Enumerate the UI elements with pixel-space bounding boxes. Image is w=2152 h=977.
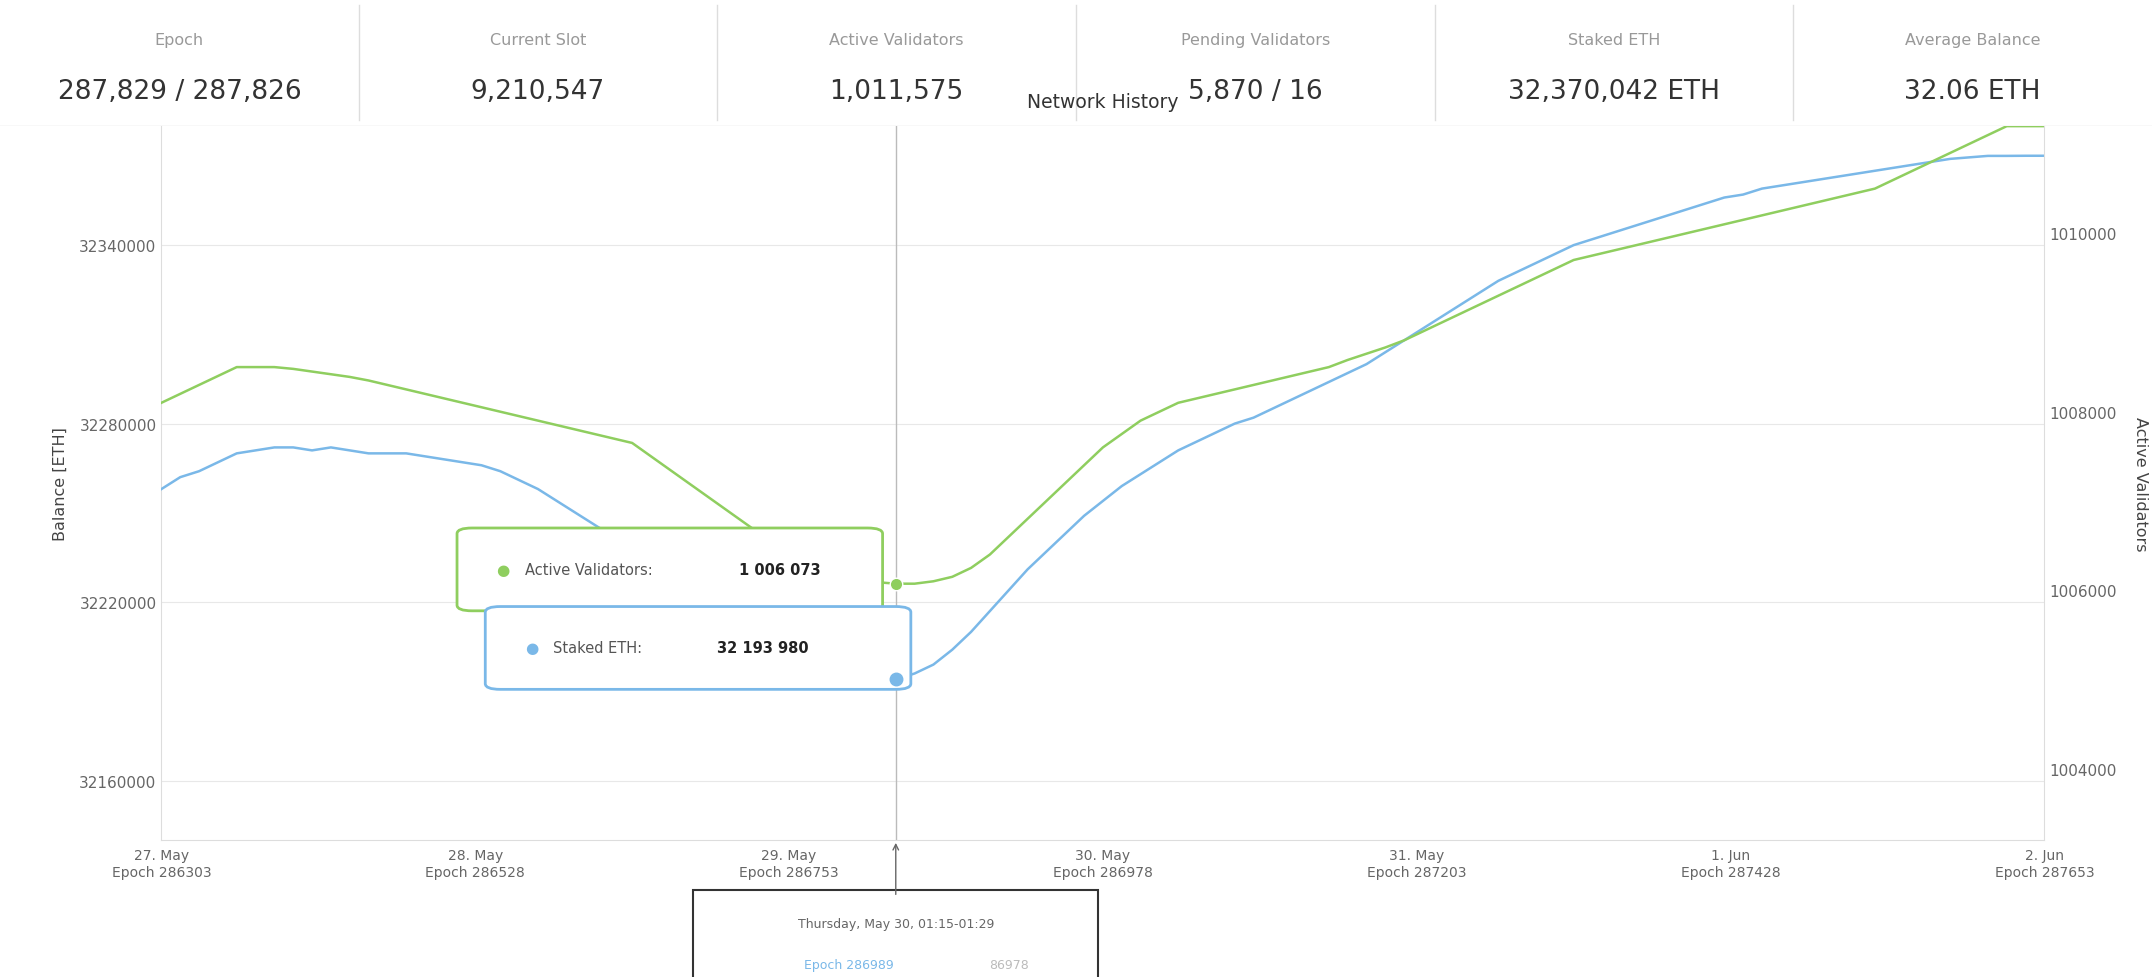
Text: Active Validators:: Active Validators: (525, 563, 656, 577)
Y-axis label: Active Validators: Active Validators (2133, 416, 2148, 551)
Text: Epoch 286989: Epoch 286989 (805, 957, 893, 970)
Text: 1,011,575: 1,011,575 (829, 78, 964, 105)
Text: 86978: 86978 (990, 957, 1029, 970)
FancyBboxPatch shape (484, 607, 910, 690)
Text: Thursday, May 30, 01:15-01:29: Thursday, May 30, 01:15-01:29 (798, 916, 994, 930)
Title: Network History: Network History (1027, 93, 1179, 111)
Text: Pending Validators: Pending Validators (1181, 33, 1330, 48)
FancyBboxPatch shape (693, 890, 1098, 977)
Text: 32.06 ETH: 32.06 ETH (1905, 78, 2040, 105)
Y-axis label: Balance [ETH]: Balance [ETH] (54, 427, 69, 540)
Text: 1 006 073: 1 006 073 (740, 563, 822, 577)
Text: 32,370,042 ETH: 32,370,042 ETH (1509, 78, 1719, 105)
Text: 5,870 / 16: 5,870 / 16 (1188, 78, 1323, 105)
Text: Staked ETH:: Staked ETH: (553, 641, 648, 656)
Text: 287,829 / 287,826: 287,829 / 287,826 (58, 78, 301, 105)
Text: ●: ● (497, 563, 510, 577)
Text: Current Slot: Current Slot (491, 33, 585, 48)
FancyBboxPatch shape (456, 529, 882, 612)
Text: 32 193 980: 32 193 980 (717, 641, 809, 656)
Text: Staked ETH: Staked ETH (1569, 33, 1659, 48)
Text: Average Balance: Average Balance (1905, 33, 2040, 48)
Text: Epoch: Epoch (155, 33, 204, 48)
Text: Active Validators: Active Validators (829, 33, 964, 48)
Text: ●: ● (525, 641, 538, 656)
Text: 9,210,547: 9,210,547 (471, 78, 605, 105)
